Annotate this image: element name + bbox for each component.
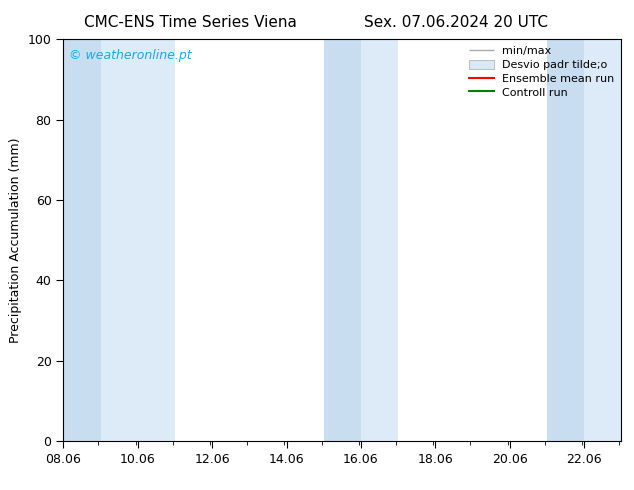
- Bar: [584, 39, 621, 441]
- Legend: min/max, Desvio padr tilde;o, Ensemble mean run, Controll run: min/max, Desvio padr tilde;o, Ensemble m…: [465, 42, 619, 102]
- Text: © weatheronline.pt: © weatheronline.pt: [69, 49, 191, 62]
- Text: CMC-ENS Time Series Viena: CMC-ENS Time Series Viena: [84, 15, 297, 30]
- Y-axis label: Precipitation Accumulation (mm): Precipitation Accumulation (mm): [9, 137, 22, 343]
- Bar: [324, 39, 361, 441]
- Bar: [63, 39, 101, 441]
- Text: Sex. 07.06.2024 20 UTC: Sex. 07.06.2024 20 UTC: [365, 15, 548, 30]
- Bar: [101, 39, 175, 441]
- Bar: [547, 39, 584, 441]
- Bar: [361, 39, 398, 441]
